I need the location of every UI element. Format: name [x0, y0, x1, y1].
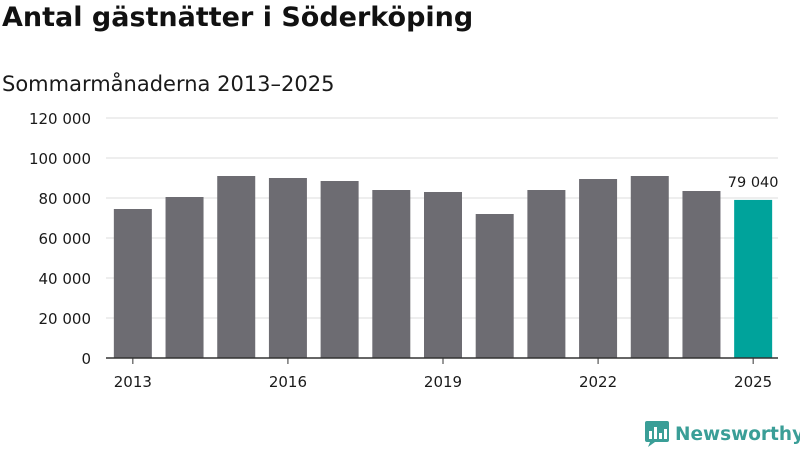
- y-tick-label: 40 000: [39, 270, 92, 288]
- axes: 0 20 000 40 000 60 000 80 000 100 000 120 000 2…: [29, 110, 778, 391]
- bar-2020: [475, 214, 514, 358]
- y-tick-label: 60 000: [39, 230, 92, 248]
- bar-2017: [320, 181, 359, 358]
- y-tick-label: 120 000: [29, 110, 91, 128]
- bar-2025: [734, 199, 773, 358]
- x-tick-label: 2019: [424, 373, 462, 391]
- bar-2019: [424, 192, 462, 358]
- y-tick-label: 0: [81, 350, 91, 368]
- chart-subtitle: Sommarmånaderna 2013–2025: [2, 72, 335, 96]
- y-tick-label: 100 000: [29, 150, 91, 168]
- chart-title: Antal gästnätter i Söderköping: [2, 2, 474, 33]
- bar-2013: [113, 209, 152, 358]
- bar-2024: [682, 191, 721, 358]
- brand-name: Newsworthy: [675, 423, 800, 445]
- bar-2021: [527, 190, 566, 358]
- bar-2023: [630, 176, 669, 358]
- y-tick-label: 80 000: [39, 190, 92, 208]
- bar-2016: [268, 178, 307, 358]
- y-tick-label: 20 000: [39, 310, 92, 328]
- bar-2015: [217, 176, 256, 358]
- newsworthy-logo: Newsworthy: [644, 420, 800, 448]
- bars: [113, 176, 773, 358]
- x-tick-label: 2025: [734, 373, 772, 391]
- bar-chart-speech-bubble-icon: [645, 421, 669, 447]
- bar-2014: [165, 197, 204, 358]
- data-labels: 79 040: [728, 175, 779, 191]
- bar-2022: [579, 179, 618, 358]
- bar-2018: [372, 190, 411, 358]
- x-tick-label: 2022: [579, 373, 617, 391]
- x-tick-label: 2013: [114, 373, 152, 391]
- x-tick-label: 2016: [269, 373, 307, 391]
- data-label: 79 040: [728, 175, 779, 191]
